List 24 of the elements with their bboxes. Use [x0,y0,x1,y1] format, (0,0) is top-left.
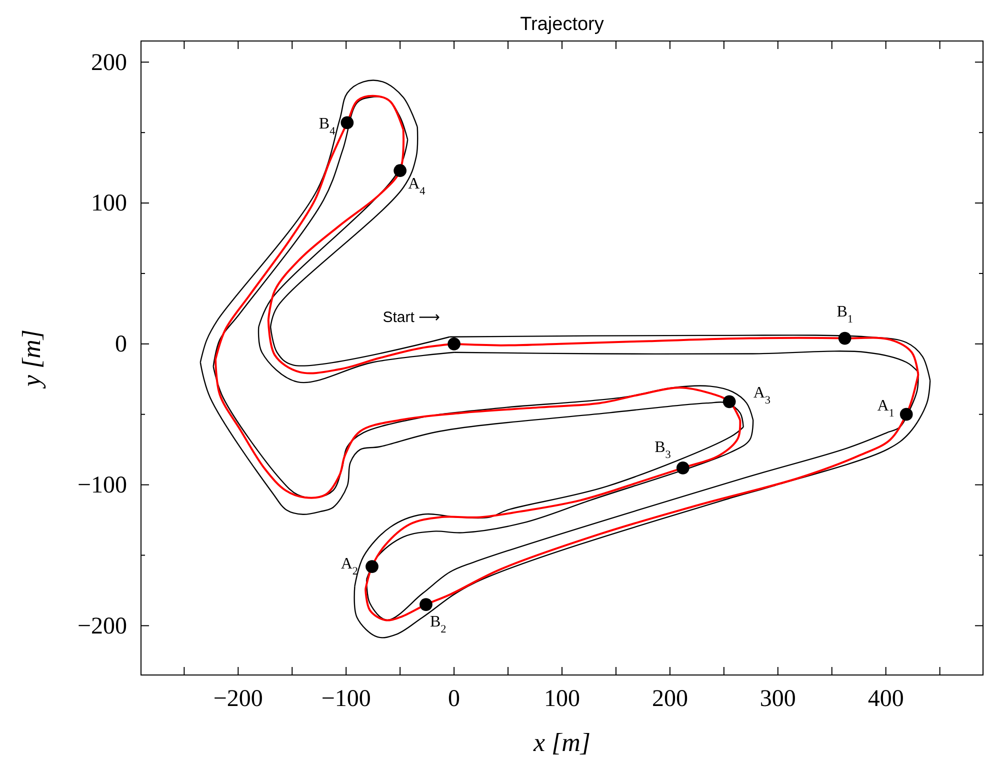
x-tick-label: 300 [760,686,796,712]
y-tick-label: −100 [77,472,127,498]
x-tick-label: −200 [213,686,263,712]
chart-title: Trajectory [520,14,604,35]
annotation: A$_{1}$ [877,397,894,420]
annotation: B$_{1}$ [836,303,853,326]
x-tick-label: 200 [652,686,688,712]
y-tick-label: −200 [77,613,127,640]
x-tick-label: 400 [868,686,904,712]
x-tick-label: 100 [544,686,580,712]
annotation: Start ⟶ [382,308,440,326]
annotation: B$_{3}$ [654,438,672,461]
annotation: A$_{4}$ [408,176,426,198]
y-tick-label: 200 [91,50,127,76]
annotation: B$_{2}$ [430,614,446,636]
y-tick-label: 0 [115,332,127,358]
annotation: A$_{3}$ [753,384,771,407]
x-axis-title: x [m] [532,728,591,757]
x-tick-label: −100 [321,686,371,712]
x-tick-label: 0 [448,686,460,712]
annotation: A$_{2}$ [340,556,358,578]
y-tick-label: 100 [91,190,127,217]
annotation: B$_{4}$ [318,116,336,138]
y-axis-title: y [m] [17,329,46,390]
